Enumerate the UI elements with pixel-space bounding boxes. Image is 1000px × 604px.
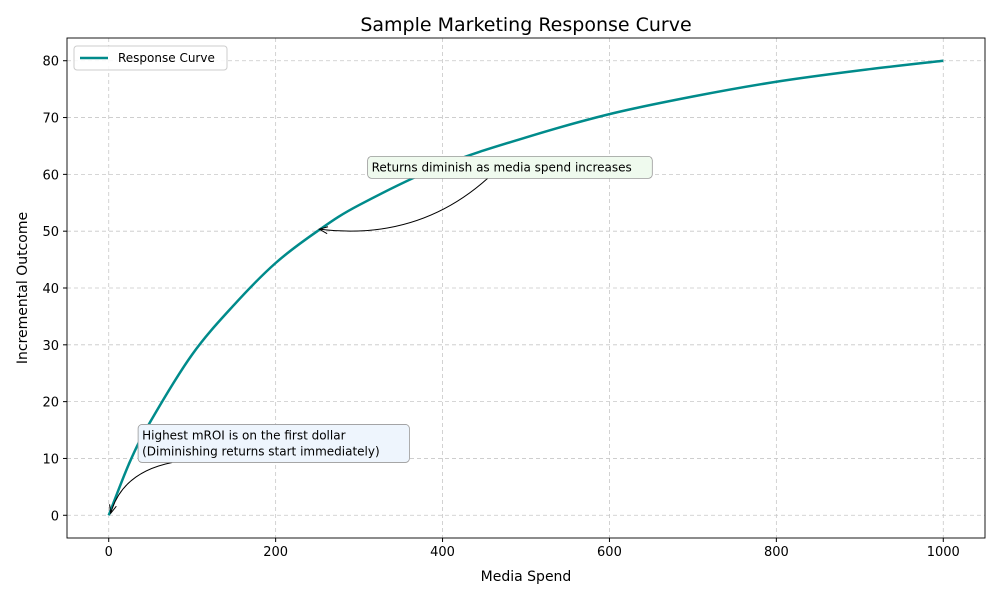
legend: Response Curve bbox=[73, 45, 228, 71]
arrowhead-icon bbox=[318, 226, 329, 235]
annotation-text: (Diminishing returns start immediately) bbox=[142, 444, 380, 458]
x-tick-label: 1000 bbox=[927, 545, 960, 560]
annotation: Highest mROI is on the first dollar (Dimi… bbox=[109, 424, 410, 515]
y-tick-label: 50 bbox=[42, 225, 59, 240]
y-tick-label: 60 bbox=[42, 168, 59, 183]
y-tick-label: 70 bbox=[42, 112, 59, 127]
y-tick-label: 0 bbox=[51, 509, 59, 524]
annotation-text: Highest mROI is on the first dollar bbox=[142, 428, 345, 442]
y-tick-label: 80 bbox=[42, 55, 59, 70]
y-axis-label: Incremental Outcome bbox=[15, 212, 31, 364]
y-tick-label: 20 bbox=[42, 396, 59, 411]
series-layer bbox=[107, 59, 944, 516]
annotation-box bbox=[367, 155, 653, 179]
annotation-box bbox=[137, 424, 410, 463]
x-tick-label: 200 bbox=[263, 545, 288, 560]
y-tick-label: 30 bbox=[42, 339, 59, 354]
annotation-arrow bbox=[110, 461, 173, 514]
arrowhead-icon bbox=[109, 504, 117, 515]
response-curve-line bbox=[107, 59, 944, 516]
ticks: 0 200 400 600 800 1000 0 10 20 30 40 50 60 70 80 bbox=[42, 55, 959, 560]
x-tick-label: 800 bbox=[764, 545, 789, 560]
legend-frame bbox=[73, 45, 228, 71]
y-tick-label: 10 bbox=[42, 452, 59, 467]
annotations: Highest mROI is on the first dollar (Dimi… bbox=[109, 155, 653, 515]
chart-title: Sample Marketing Response Curve bbox=[360, 14, 691, 36]
x-axis-label: Media Spend bbox=[481, 569, 572, 585]
annotation: Returns diminish as media spend increase… bbox=[318, 155, 653, 235]
x-tick-label: 0 bbox=[105, 545, 113, 560]
axes-frame bbox=[66, 37, 986, 539]
x-tick-label: 600 bbox=[597, 545, 622, 560]
annotation-arrow bbox=[319, 177, 488, 232]
y-tick-label: 40 bbox=[42, 282, 59, 297]
x-tick-label: 400 bbox=[430, 545, 455, 560]
annotation-text: Returns diminish as media spend increase… bbox=[372, 160, 632, 174]
legend-label: Response Curve bbox=[118, 51, 215, 65]
